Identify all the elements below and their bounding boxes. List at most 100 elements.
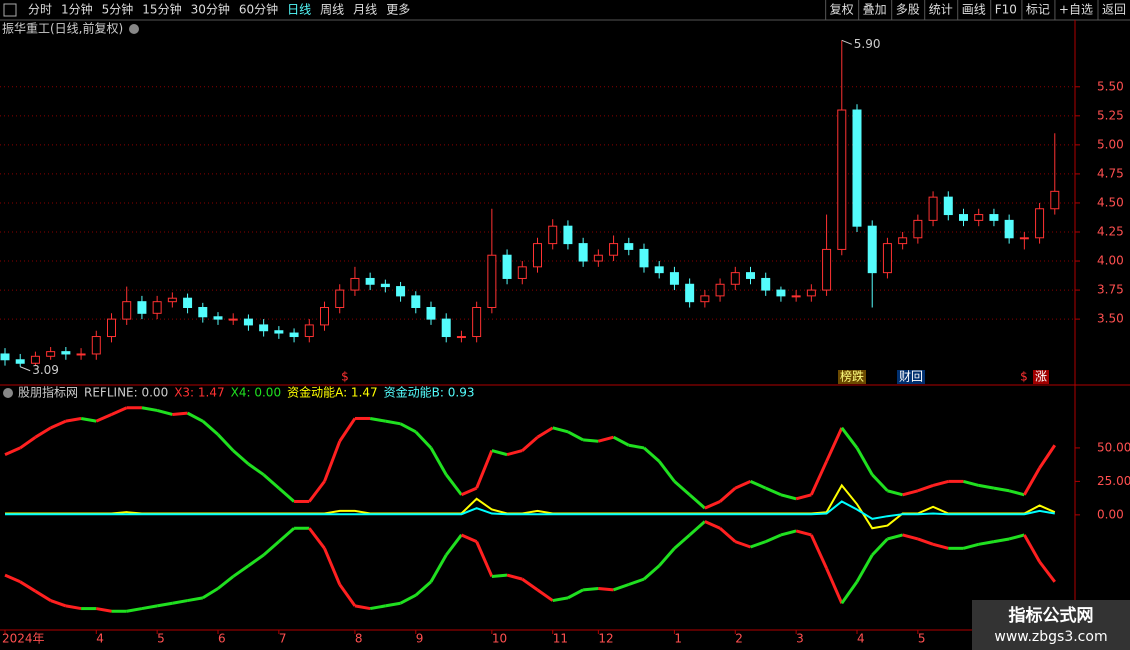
lower-line-segment: [50, 599, 67, 608]
candle-body: [365, 277, 375, 285]
toolbar-action[interactable]: 复权: [830, 3, 854, 17]
indicator-legend: X4: 0.00: [231, 386, 281, 400]
upper-line-segment: [552, 426, 569, 434]
indicator-legend: 资金动能B: 0.93: [384, 385, 475, 400]
toolbar-action[interactable]: 统计: [929, 3, 953, 17]
lower-line-segment: [1023, 534, 1041, 563]
candle-body: [989, 214, 999, 221]
toolbar-action[interactable]: +自选: [1059, 3, 1093, 17]
candle-body: [654, 266, 664, 274]
toolbar-action[interactable]: F10: [995, 3, 1017, 17]
lower-line-segment: [277, 527, 296, 543]
candle-body: [228, 318, 238, 321]
candle-body: [183, 297, 193, 308]
candle-body: [533, 243, 542, 268]
lower-line-segment: [993, 537, 1010, 544]
event-tag: 财回: [899, 370, 923, 384]
toolbar-action[interactable]: 返回: [1102, 3, 1126, 17]
x-tick-label: 5: [157, 632, 165, 646]
upper-line-segment: [50, 419, 67, 430]
lower-line-segment: [172, 599, 188, 605]
candle-body: [974, 214, 984, 221]
toolbar-tab[interactable]: 1分钟: [61, 2, 93, 17]
upper-line-segment: [521, 436, 539, 452]
lower-line-segment: [902, 533, 919, 541]
x-tick-label: 7: [279, 632, 287, 646]
candle-body: [259, 324, 269, 332]
candle-body: [456, 336, 466, 339]
indicator-legend: 股朋指标网: [18, 385, 78, 400]
candle-body: [335, 289, 345, 308]
upper-line-segment: [902, 489, 919, 497]
y-tick-label: 5.50: [1097, 79, 1124, 93]
candle-body: [0, 353, 10, 361]
indicator-dropdown[interactable]: [3, 388, 13, 398]
lower-line-segment: [369, 604, 386, 611]
lower-line-segment: [583, 587, 599, 592]
lower-line-segment: [658, 547, 676, 567]
candle-body: [487, 254, 497, 308]
candle-body: [867, 225, 877, 274]
candle-body: [137, 301, 147, 314]
lower-line-segment: [399, 593, 417, 605]
y-tick-label: 3.75: [1097, 283, 1124, 297]
toolbar-tab[interactable]: 更多: [386, 3, 410, 17]
candle-body: [791, 295, 801, 298]
x-tick-label: 11: [553, 632, 568, 646]
candle-body: [928, 196, 938, 221]
x-tick-label: 8: [355, 632, 363, 646]
toolbar-action[interactable]: 多股: [896, 3, 920, 17]
title-dropdown[interactable]: [129, 24, 139, 34]
lower-line-segment: [855, 554, 874, 583]
upper-line-segment: [80, 416, 97, 423]
annotation: 3.09: [32, 363, 59, 377]
upper-line-segment: [491, 449, 508, 457]
toolbar-tab[interactable]: 周线: [320, 3, 344, 17]
lower-line-segment: [536, 588, 554, 602]
upper-line-segment: [4, 446, 21, 456]
toolbar-tab[interactable]: 30分钟: [191, 2, 230, 17]
lower-line-segment: [688, 520, 706, 537]
event-tag-bg: [1033, 370, 1049, 384]
lower-line-segment: [385, 601, 401, 608]
lower-line-segment: [598, 587, 614, 592]
upper-line-segment: [612, 435, 630, 447]
menu-icon[interactable]: [3, 3, 17, 17]
lower-line-segment: [704, 520, 721, 530]
toolbar-action[interactable]: 标记: [1026, 3, 1050, 17]
toolbar-action[interactable]: 叠加: [863, 3, 887, 17]
candle-body: [1004, 219, 1014, 239]
upper-line-segment: [597, 435, 614, 443]
upper-line-segment: [414, 430, 433, 449]
lower-line-segment: [871, 537, 889, 557]
candle-body: [274, 330, 284, 334]
toolbar-tab[interactable]: 15分钟: [142, 2, 181, 17]
x-tick-label: 2: [735, 632, 743, 646]
watermark-url: www.zbgs3.com: [994, 629, 1107, 645]
event-tag: $: [1020, 370, 1028, 384]
toolbar-tab[interactable]: 日线: [287, 3, 311, 17]
candle-body: [806, 289, 816, 297]
toolbar-tab[interactable]: 分时: [28, 3, 52, 17]
candle-body: [502, 254, 512, 279]
upper-line-segment: [460, 486, 478, 497]
upper-line-segment: [765, 486, 782, 497]
lower-line-segment: [673, 533, 691, 550]
candle-body: [107, 318, 116, 338]
toolbar-action[interactable]: 画线: [962, 3, 986, 17]
candle-body: [776, 289, 786, 297]
event-tag-bg: [897, 370, 925, 384]
lower-line-segment: [217, 575, 235, 590]
toolbar-tab[interactable]: 5分钟: [102, 2, 134, 17]
lower-line-segment: [414, 580, 432, 597]
b-values: [5, 500, 1055, 520]
upper-line-segment: [247, 462, 265, 476]
upper-line-segment: [506, 449, 523, 457]
lower-line-segment: [978, 540, 995, 546]
upper-line-segment: [369, 416, 386, 423]
candle-body: [898, 237, 908, 245]
toolbar-tab[interactable]: 60分钟: [239, 2, 278, 17]
x-tick-label: 6: [218, 632, 226, 646]
toolbar-tab[interactable]: 月线: [353, 3, 377, 17]
lower-line-segment: [247, 553, 265, 567]
